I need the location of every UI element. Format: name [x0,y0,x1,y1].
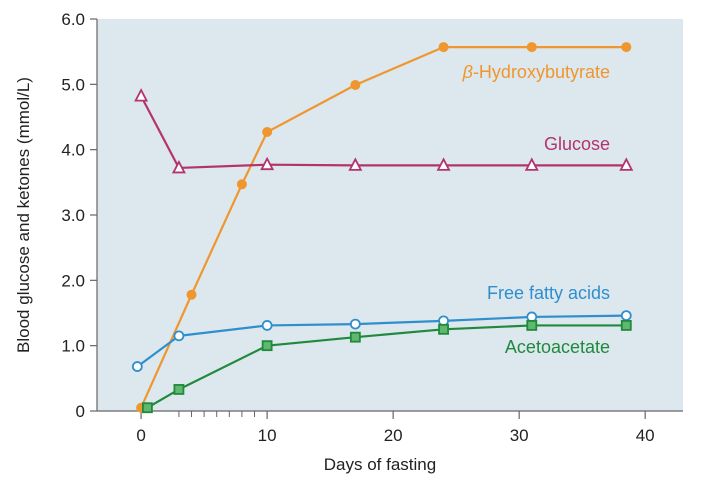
data-point [187,290,196,299]
data-point [351,320,360,329]
series-label: β-Hydroxybutyrate [462,62,610,82]
y-tick-label: 1.0 [61,337,85,356]
x-axis-title: Days of fasting [324,455,436,474]
data-point [143,403,152,412]
data-point [527,43,536,52]
data-point [263,128,272,137]
y-axis-title: Blood glucose and ketones (mmol/L) [14,77,33,353]
series-label-rest: -Hydroxybutyrate [473,62,610,82]
y-tick-label: 3.0 [61,206,85,225]
x-tick-label: 0 [136,426,145,445]
data-point [263,341,272,350]
data-point [439,325,448,334]
data-point [263,321,272,330]
data-point [622,311,631,320]
y-tick-label: 0 [76,402,85,421]
x-ticks: 0 10 20 30 40 [136,411,654,445]
series-label: Free fatty acids [487,283,610,303]
y-tick-label: 4.0 [61,141,85,160]
data-point [174,385,183,394]
y-tick-label: 5.0 [61,75,85,94]
x-tick-label: 40 [636,426,655,445]
data-point [439,43,448,52]
data-point [351,80,360,89]
series-label-prefix: β [462,62,473,82]
y-tick-label: 2.0 [61,271,85,290]
x-tick-label: 10 [258,426,277,445]
y-ticks: 0 1.0 2.0 3.0 4.0 5.0 6.0 [61,10,97,421]
data-point [527,321,536,330]
data-point [237,180,246,189]
series-label: Glucose [544,134,610,154]
data-point [174,331,183,340]
data-point [622,43,631,52]
x-tick-label: 20 [384,426,403,445]
series-label: Acetoacetate [505,337,610,357]
data-point [622,321,631,330]
y-tick-label: 6.0 [61,10,85,29]
data-point [351,333,360,342]
data-point [133,362,142,371]
x-tick-label: 30 [510,426,529,445]
